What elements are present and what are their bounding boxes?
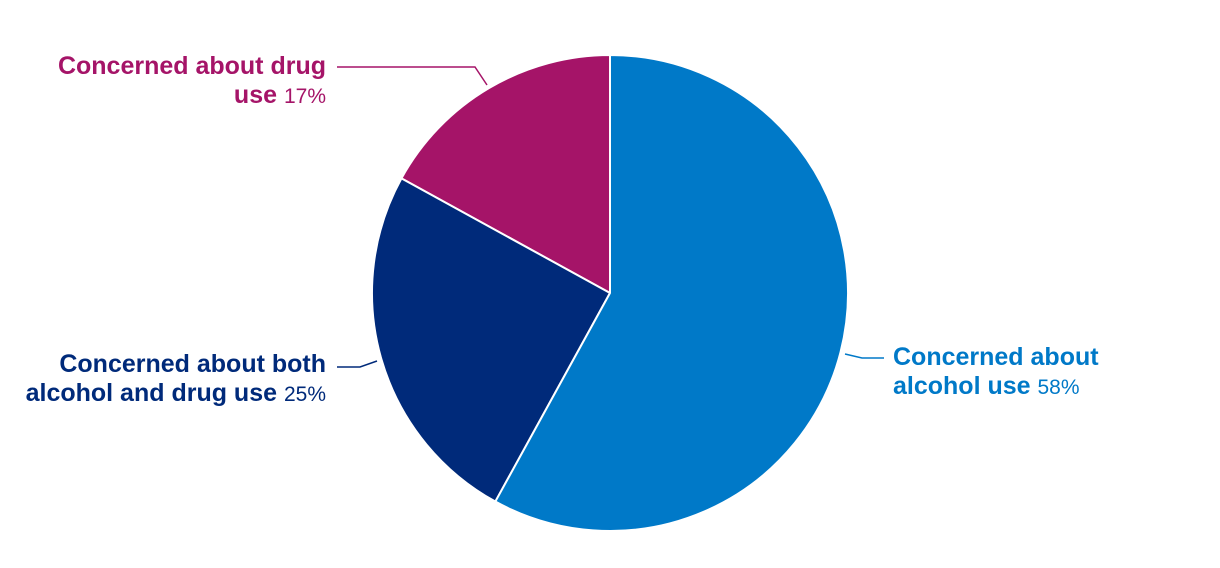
value-label: 17% [283,85,326,108]
slice-label: Concerned about alcohol use 58% [893,343,1138,402]
category-label: Concerned about alcohol use [893,343,1099,400]
pie-slice [493,53,849,532]
slice-label: Concerned about both alcohol and drug us… [16,350,326,409]
pie-slice [400,53,611,295]
value-label: 58% [1037,376,1080,399]
slice-label: Concerned about drug use 17% [16,52,326,111]
leader-line [337,66,488,86]
category-label: Concerned about drug use [57,52,326,109]
leader-line [844,353,884,359]
category-label: Concerned about both alcohol and drug us… [25,350,326,407]
pie-slice [371,176,612,503]
leader-line [337,360,378,368]
value-label: 25% [283,383,326,406]
